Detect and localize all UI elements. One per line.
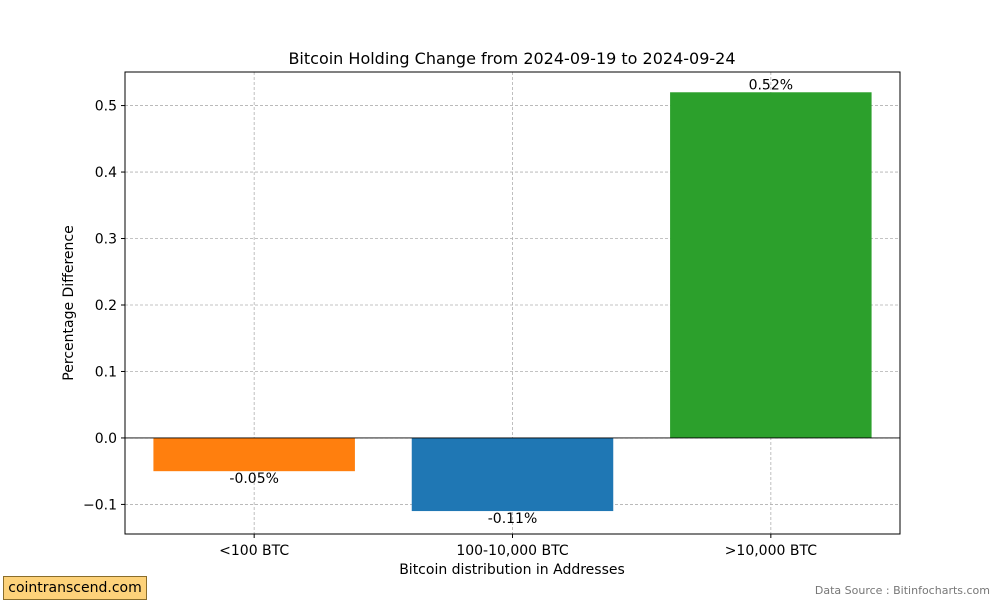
x-tick-label: >10,000 BTC [725,543,818,559]
y-axis-label: Percentage Difference [61,225,77,380]
chart-title: Bitcoin Holding Change from 2024-09-19 t… [288,49,735,68]
y-tick-label: 0.4 [95,165,117,181]
data-label: 0.52% [749,77,793,93]
y-tick-label: 0.3 [95,232,117,248]
x-axis-label: Bitcoin distribution in Addresses [399,562,625,578]
bar [411,437,614,512]
bar [153,437,355,472]
y-tick-label: 0.5 [95,99,117,115]
data-source-note: Data Source : Bitinfocharts.com [814,584,990,597]
x-tick-label: <100 BTC [219,543,289,559]
y-tick-label: −0.1 [83,497,117,513]
axes: −0.1 0.0 0.1 0.2 0.3 0.4 0.5 <100 BTC 100-10,000… [83,99,817,559]
x-tick-label: 100-10,000 BTC [456,543,569,559]
y-tick-label: 0.0 [95,431,117,447]
bars [153,92,872,512]
watermark-badge: cointranscend.com [3,576,147,600]
bar [670,92,872,438]
data-label: -0.05% [229,471,279,487]
data-label: -0.11% [488,511,538,527]
y-tick-label: 0.1 [95,364,117,380]
y-tick-label: 0.2 [95,298,117,314]
data-labels: -0.05% -0.11% 0.52% [229,77,793,527]
